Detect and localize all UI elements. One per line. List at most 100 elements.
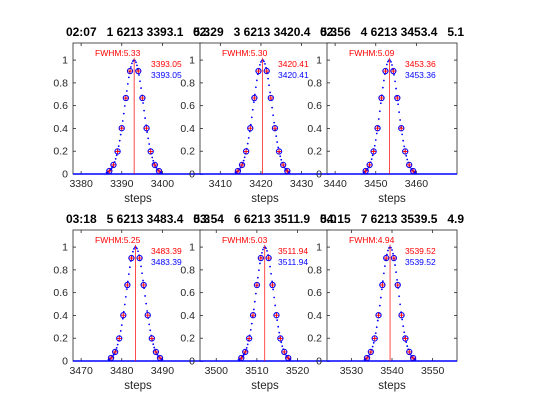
x-tick-label: 3450: [364, 178, 388, 190]
data-point: [118, 125, 125, 132]
fit-dot: [115, 154, 118, 157]
y-tick-label: 0.2: [180, 333, 195, 345]
data-point: [271, 125, 279, 132]
x-tick-label: 3430: [290, 178, 314, 190]
peak-fit-label: 3539.52: [405, 246, 436, 256]
data-point: [273, 312, 280, 319]
fit-dot: [403, 331, 406, 334]
data-point: [140, 281, 147, 289]
fit-dot: [281, 345, 284, 348]
fit-dot: [374, 139, 377, 141]
fit-dot: [123, 105, 126, 107]
fit-dot: [383, 265, 386, 268]
data-point: [107, 354, 115, 362]
data-point: [247, 125, 254, 132]
axes-box: [326, 42, 458, 175]
fit-dot: [402, 139, 405, 142]
data-point: [106, 167, 113, 175]
data-point: [139, 94, 146, 102]
data-point: [263, 67, 270, 75]
y-tick-label: 0.6: [307, 287, 322, 299]
fit-dot: [243, 156, 246, 159]
chart-panel-6: 04:15 7 6213 3539.5 4.9 3530 3540 3550 0 0.2 0…: [307, 212, 464, 392]
data-point: [284, 167, 291, 175]
fit-dot: [264, 63, 266, 65]
fit-dot: [390, 61, 392, 63]
fit-dot: [245, 346, 248, 349]
data-point: [257, 254, 265, 262]
fit-dot: [142, 102, 144, 104]
data-point: [371, 335, 378, 342]
y-tick-label: 0.4: [53, 310, 68, 322]
fit-dot: [399, 119, 402, 121]
fit-dot: [146, 131, 149, 133]
fit-dot: [379, 102, 382, 105]
fit-dot: [129, 66, 132, 68]
y-tick-label: 0.2: [307, 146, 322, 158]
fit-dot: [121, 120, 124, 122]
fit-dot: [252, 101, 255, 104]
data-point: [267, 94, 274, 102]
y-tick-label: 0: [62, 356, 68, 368]
fit-dot: [270, 272, 272, 275]
fit-dot: [373, 144, 376, 147]
fit-dot: [378, 110, 381, 113]
fit-dot: [144, 295, 147, 297]
fit-dot: [118, 139, 121, 142]
data-point: [120, 312, 127, 319]
chart-panel-5: 03:54 6 6213 3511.9 5.0 3500 3510 3520 0 0.2 0…: [180, 212, 337, 392]
fit-dot: [394, 80, 396, 83]
chart-title: 02:56 4 6213 3453.4 5.1: [320, 25, 464, 39]
data-point: [242, 148, 250, 155]
fit-dot: [271, 106, 274, 109]
data-point: [156, 354, 164, 362]
x-tick-label: 3540: [380, 365, 404, 377]
peak-data-label: 3539.52: [405, 257, 436, 267]
fit-dot: [273, 296, 276, 299]
fit-dot: [280, 158, 283, 161]
data-point: [111, 348, 119, 356]
peak-data-label: 3393.05: [151, 70, 182, 80]
fit-dot: [128, 266, 131, 269]
y-tick-label: 0.2: [53, 146, 68, 158]
data-point: [151, 161, 158, 169]
y-tick-label: 0.4: [307, 123, 322, 135]
fit-dot: [272, 288, 275, 291]
y-tick-label: 0: [316, 356, 322, 368]
fit-dot: [256, 276, 259, 279]
fit-dot: [371, 345, 374, 348]
fit-dot: [148, 143, 151, 145]
fit-dot: [152, 343, 155, 346]
data-point: [155, 167, 163, 175]
fit-dot: [252, 308, 255, 311]
fit-dot: [242, 159, 245, 162]
x-axis-label: steps: [251, 380, 279, 392]
y-tick-label: 0.8: [53, 264, 68, 276]
fit-dot: [266, 250, 268, 252]
fit-dot: [152, 159, 155, 162]
y-tick-label: 0: [189, 356, 195, 368]
data-point: [152, 348, 160, 356]
fit-dot: [148, 323, 151, 326]
fwhm-label: FWHM:5.09: [349, 48, 395, 58]
data-point: [253, 281, 261, 289]
fit-dot: [259, 63, 261, 66]
fit-dot: [119, 133, 122, 136]
fit-dot: [378, 304, 381, 307]
fit-dot: [392, 252, 394, 255]
data-point: [275, 148, 283, 155]
data-point: [285, 354, 292, 362]
x-tick-label: 3420: [249, 178, 273, 190]
data-point: [114, 148, 121, 155]
fwhm-label: FWHM:4.94: [349, 235, 395, 245]
data-point: [269, 281, 276, 289]
peak-fit-label: 3420.41: [278, 59, 309, 69]
y-tick-label: 0.8: [307, 264, 322, 276]
y-tick-label: 0.6: [53, 100, 68, 112]
data-point: [110, 161, 117, 169]
data-point: [234, 167, 242, 175]
fit-dot: [142, 279, 144, 282]
fit-dot: [134, 59, 136, 62]
x-tick-label: 3410: [209, 178, 233, 190]
